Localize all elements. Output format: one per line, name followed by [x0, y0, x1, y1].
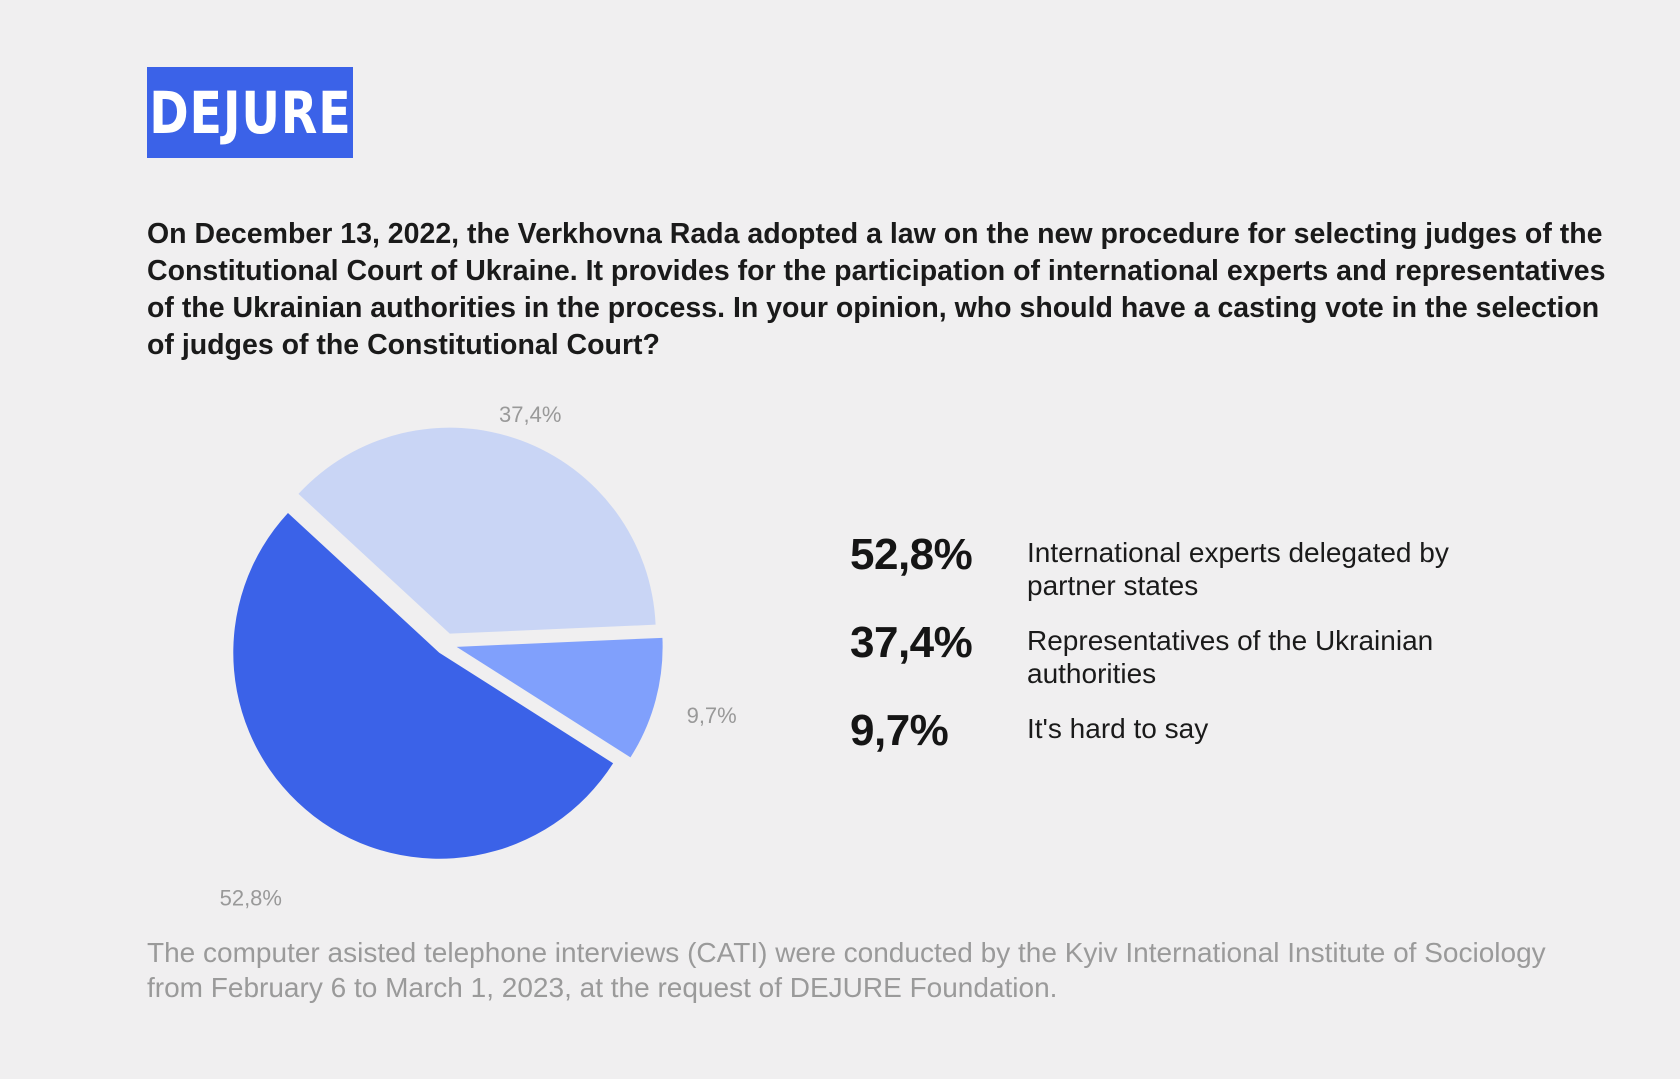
- slice-ukrainian-authorities: [298, 427, 656, 634]
- legend-label: International experts delegated by partn…: [1027, 537, 1449, 601]
- legend-value: 9,7%: [850, 706, 949, 755]
- footnote: The computer asisted telephone interview…: [147, 937, 1546, 1003]
- legend-value: 37,4%: [850, 618, 973, 667]
- logo-text: DEJURE: [148, 78, 352, 147]
- legend-label: Representatives of the Ukrainian authori…: [1027, 625, 1434, 689]
- legend-value: 52,8%: [850, 530, 973, 579]
- pie-chart: 9,7% 52,8% 37,4%: [220, 402, 737, 911]
- survey-question: On December 13, 2022, the Verkhovna Rada…: [147, 218, 1606, 361]
- slice-label-international-experts: 52,8%: [220, 886, 282, 911]
- slice-hard-to-say: [456, 637, 663, 758]
- slice-label-ukrainian-authorities: 37,4%: [499, 402, 561, 427]
- legend-label: It's hard to say: [1027, 713, 1209, 744]
- slice-international-experts: [233, 512, 614, 859]
- dejure-logo: DEJURE: [147, 67, 353, 158]
- slice-label-hard-to-say: 9,7%: [687, 703, 737, 728]
